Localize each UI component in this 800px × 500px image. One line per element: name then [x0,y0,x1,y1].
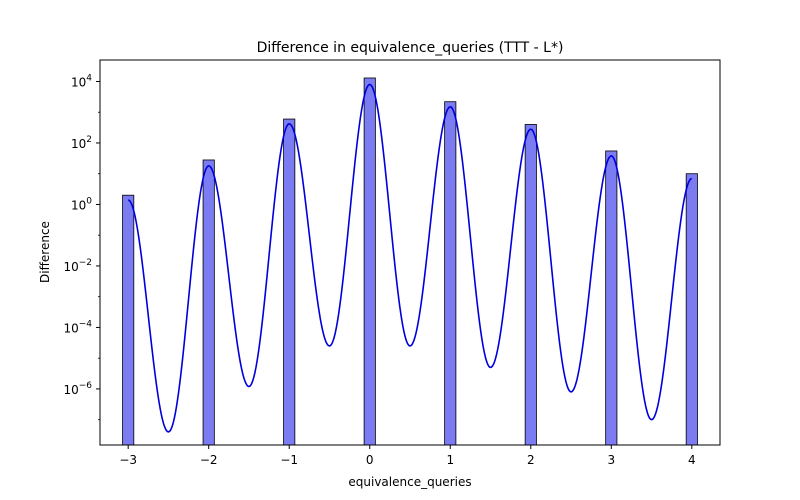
chart-title: Difference in equivalence_queries (TTT -… [257,40,564,56]
y-tick-base: 10 [63,383,78,397]
y-tick-exponent: 0 [86,196,92,206]
y-tick-label: 10−6 [63,381,92,397]
y-tick-exponent: −2 [79,258,92,268]
plot-frame [99,59,721,446]
kde-curve [127,83,693,433]
bar-0 [122,194,135,446]
bar-6 [605,150,618,446]
y-tick-label: 10−4 [63,319,92,335]
y-axis-label: Difference [38,221,52,283]
y-tick-label: 102 [71,135,92,151]
bar-5 [524,124,537,446]
bar-7 [685,173,698,446]
x-tick-label: 1 [446,453,454,467]
x-tick-label: 3 [607,453,615,467]
x-tick-label: 0 [366,453,374,467]
x-tick-label: −3 [119,453,137,467]
y-tick-label: 10−2 [63,258,92,274]
y-tick-label: 100 [71,196,92,212]
bar-3 [363,77,376,446]
bar-1 [202,159,215,446]
bar-2 [283,118,296,446]
x-axis: −3 −2 −1 0 1 2 3 4 [119,445,696,467]
x-tick-label: −2 [200,453,218,467]
y-tick-base: 10 [71,137,86,151]
x-tick-label: 4 [688,453,696,467]
y-tick-base: 10 [63,260,78,274]
y-tick-exponent: −4 [79,319,93,329]
y-tick-exponent: −6 [79,381,93,391]
y-tick-exponent: 4 [86,73,92,83]
y-tick-base: 10 [71,75,86,89]
y-tick-base: 10 [63,321,78,335]
bar-4 [444,101,457,446]
x-axis-label: equivalence_queries [348,475,471,489]
y-tick-label: 104 [71,73,92,89]
y-tick-exponent: 2 [86,135,92,145]
x-tick-label: 2 [527,453,535,467]
x-tick-label: −1 [280,453,298,467]
bars [122,77,698,446]
y-tick-base: 10 [71,198,86,212]
